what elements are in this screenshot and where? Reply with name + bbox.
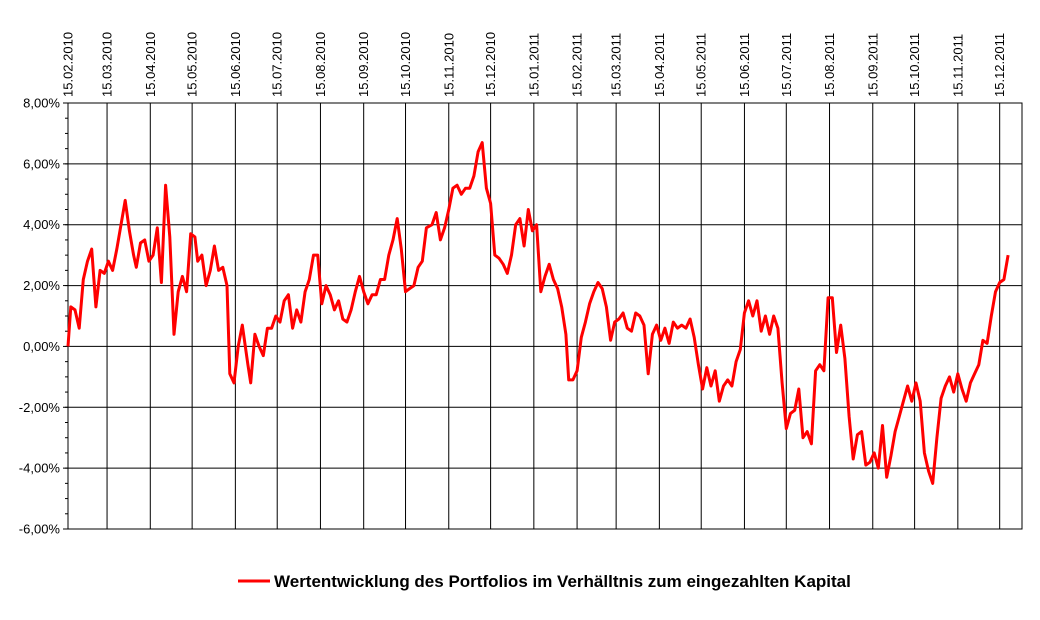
- x-tick-label: 15.02.2010: [61, 32, 76, 97]
- x-tick-label: 15.07.2011: [779, 33, 794, 97]
- y-tick-label: 2,00%: [23, 278, 60, 293]
- x-tick-label: 15.09.2010: [356, 32, 371, 97]
- x-tick-label: 15.08.2010: [313, 32, 328, 97]
- x-tick-label: 15.05.2011: [694, 33, 709, 97]
- y-tick-label: 0,00%: [23, 339, 60, 354]
- y-tick-label: -4,00%: [19, 461, 61, 476]
- y-tick-label: 8,00%: [23, 96, 60, 111]
- x-tick-label: 15.01.2011: [526, 33, 541, 97]
- x-tick-label: 15.12.2010: [483, 32, 498, 97]
- series-line-portfolio: [66, 141, 1010, 485]
- y-tick-label: -2,00%: [19, 400, 61, 415]
- x-tick-label: 15.06.2011: [737, 33, 752, 97]
- x-tick-label: 15.11.2010: [441, 33, 456, 97]
- x-tick-label: 15.03.2010: [100, 32, 115, 97]
- x-tick-label: 15.06.2010: [228, 32, 243, 97]
- vertical-gridlines: [67, 103, 1001, 529]
- x-tick-label: 15.11.2011: [950, 34, 965, 97]
- x-tick-label: 15.07.2010: [270, 32, 285, 97]
- x-tick-label: 15.10.2010: [398, 32, 413, 97]
- x-tick-label: 15.09.2011: [865, 33, 880, 97]
- x-tick-label: 15.10.2011: [907, 33, 922, 97]
- x-tick-label: 15.08.2011: [822, 33, 837, 97]
- y-axis-ticks: -6,00% -4,00% -2,00% 0,00% 2,00% 4,00% 6,00% 8,…: [19, 96, 68, 537]
- x-tick-label: 15.05.2010: [185, 32, 200, 97]
- y-tick-label: 4,00%: [23, 217, 60, 232]
- legend: Wertentwicklung des Portfolios im Verhäl…: [238, 572, 851, 591]
- x-tick-label: 15.03.2011: [609, 33, 624, 97]
- y-tick-label: -6,00%: [19, 522, 61, 537]
- x-tick-label: 15.04.2010: [143, 32, 158, 97]
- y-tick-label: 6,00%: [23, 156, 60, 171]
- x-tick-label: 15.02.2011: [570, 33, 585, 97]
- x-axis-ticks: 15.02.2010 15.03.2010 15.04.2010 15.05.2010…: [61, 32, 1008, 97]
- legend-label: Wertentwicklung des Portfolios im Verhäl…: [274, 572, 851, 591]
- x-tick-label: 15.12.2011: [992, 33, 1007, 97]
- x-tick-label: 15.04.2011: [652, 33, 667, 97]
